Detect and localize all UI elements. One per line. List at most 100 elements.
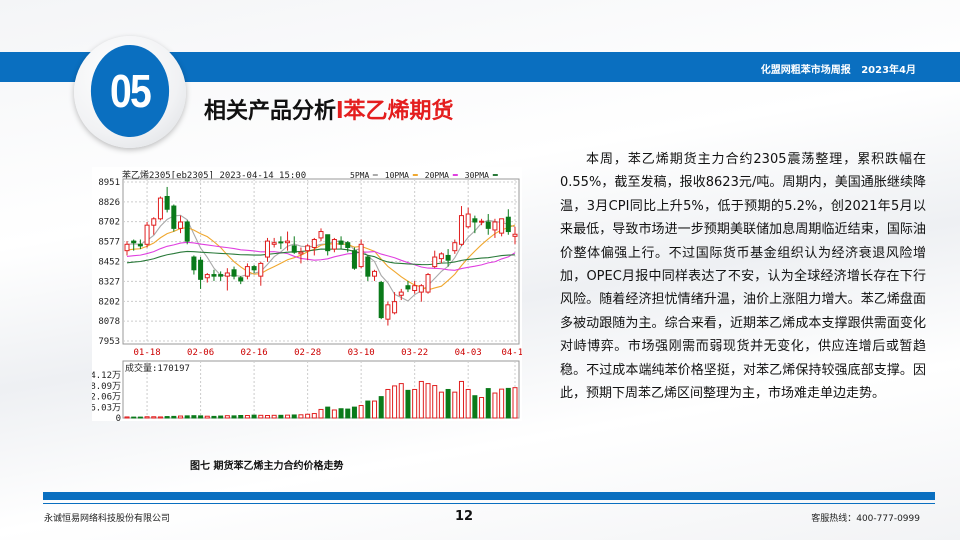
- report-name: 化盟网粗苯市场周报 2023年4月: [760, 65, 916, 76]
- candle-body: [218, 274, 224, 277]
- volume-bar: [264, 415, 270, 419]
- candlestick-chart-svg: 苯乙烯2305[eb2305] 2023-04-14 15:00 5PMA 10PM…: [85, 169, 529, 424]
- y-tick-label: 8826: [98, 198, 120, 208]
- title-highlight: l苯乙烯期货: [336, 99, 454, 124]
- candle-body: [345, 242, 351, 248]
- hotline: 客服热线：400-777-0999: [811, 514, 920, 524]
- volume-bar: [365, 400, 371, 419]
- volume-bar: [258, 414, 264, 419]
- candle-body: [131, 240, 137, 244]
- candle-body: [184, 221, 190, 242]
- candle-body: [305, 245, 311, 252]
- x-tick-label: 03-10: [348, 348, 375, 358]
- x-tick-label: 04-03: [455, 348, 482, 358]
- candle-body: [211, 274, 217, 277]
- x-tick-label: 02-06: [187, 348, 214, 358]
- candle-body: [351, 250, 357, 269]
- volume-bar: [432, 385, 438, 419]
- volume-bar: [151, 416, 157, 419]
- volume-bar: [465, 388, 471, 419]
- volume-bar: [211, 415, 217, 419]
- candle-body: [278, 241, 284, 244]
- volume-bar: [278, 414, 284, 419]
- candle-body: [191, 256, 197, 271]
- volume-tick-label: 12.06万: [92, 393, 121, 403]
- footer-divider: [43, 503, 935, 504]
- volume-bar: [318, 408, 324, 419]
- ma-line-20pma: [126, 241, 516, 271]
- y-tick-label: 8702: [98, 218, 120, 228]
- volume-bar: [157, 416, 163, 419]
- volume-bar: [298, 414, 304, 419]
- volume-bar: [305, 413, 311, 419]
- candle-body: [425, 274, 431, 293]
- volume-bar: [351, 406, 357, 419]
- figure-caption: 图七 期货苯乙烯主力合约价格走势: [190, 461, 344, 472]
- volume-bar: [191, 415, 197, 419]
- candle-body: [392, 301, 398, 314]
- volume-bar: [331, 409, 337, 419]
- volume-bar: [238, 415, 244, 419]
- candle-body: [164, 195, 170, 210]
- candle-body: [412, 285, 418, 291]
- candle-body: [512, 233, 518, 237]
- volume-bar: [171, 415, 177, 419]
- candle-body: [438, 253, 444, 260]
- volume-bar: [492, 392, 498, 419]
- candle-body: [372, 270, 378, 277]
- volume-bar: [398, 383, 404, 419]
- candle-body: [298, 251, 304, 255]
- legend-swatch: [492, 174, 498, 176]
- volume-bar: [198, 415, 204, 419]
- volume-bar: [204, 415, 210, 419]
- ma-line-10pma: [126, 224, 516, 291]
- volume-bar: [452, 391, 458, 419]
- candle-body: [124, 243, 130, 252]
- legend-label: 30PMA: [465, 171, 489, 180]
- candle-body: [178, 221, 184, 229]
- volume-bar: [425, 383, 431, 419]
- footer-bar: [43, 492, 935, 500]
- candle-body: [198, 259, 204, 280]
- title-main: 相关产品分析: [204, 99, 337, 124]
- candle-body: [385, 304, 391, 320]
- volume-bar: [224, 415, 230, 419]
- candle-body: [144, 224, 150, 245]
- candle-body: [492, 221, 498, 231]
- futures-chart: 苯乙烯2305[eb2305] 2023-04-14 15:00 5PMA 10PM…: [85, 167, 529, 424]
- volume-bar: [231, 415, 237, 419]
- candle-body: [398, 291, 404, 296]
- candle-body: [224, 272, 230, 277]
- volume-bar: [418, 380, 424, 419]
- volume-bar: [458, 380, 464, 419]
- volume-bar: [505, 387, 511, 419]
- candle-body: [231, 269, 237, 277]
- candle-body: [151, 218, 157, 226]
- company-name: 永诚恒易网络科技股份有限公司: [44, 514, 171, 524]
- y-tick-label: 8327: [98, 277, 120, 287]
- page-title: 相关产品分析l苯乙烯期货: [204, 93, 454, 125]
- x-tick-label: 02-16: [241, 348, 268, 358]
- y-tick-label: 8577: [98, 238, 120, 248]
- candle-body: [505, 216, 511, 233]
- ma-line-30pma: [126, 248, 516, 266]
- volume-bar: [271, 414, 277, 419]
- x-tick-label: 04-14: [501, 348, 522, 358]
- legend-label: 10PMA: [385, 171, 409, 180]
- candle-body: [432, 256, 438, 268]
- volume-bar: [178, 415, 184, 419]
- candle-body: [479, 220, 485, 223]
- candle-body: [204, 274, 210, 279]
- x-tick-label: 03-22: [401, 348, 428, 358]
- volume-tick-label: 0: [116, 414, 121, 421]
- volume-bar: [285, 414, 291, 419]
- candle-body: [418, 285, 424, 293]
- volume-bar: [512, 387, 518, 419]
- candle-body: [499, 218, 505, 234]
- volume-bar: [144, 416, 150, 419]
- legend-label: 20PMA: [425, 171, 449, 180]
- candle-body: [157, 197, 163, 220]
- y-tick-label: 8951: [98, 178, 120, 188]
- volume-bar: [405, 389, 411, 419]
- candle-body: [485, 221, 491, 229]
